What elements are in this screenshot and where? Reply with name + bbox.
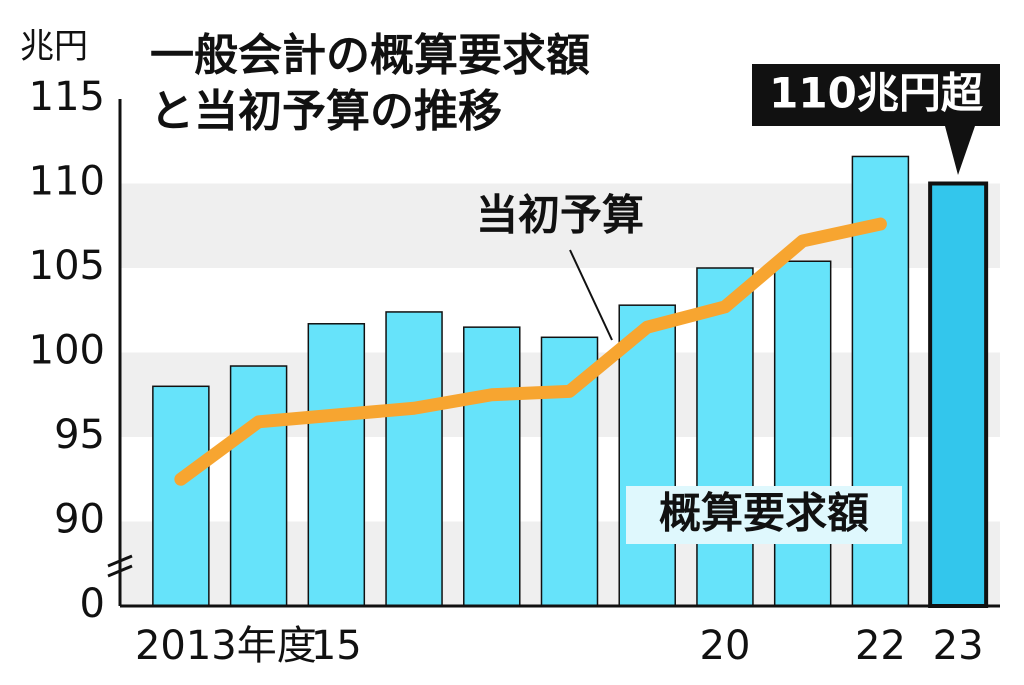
y-tick-label: 100 — [29, 328, 105, 374]
chart-title: と当初予算の推移 — [150, 86, 502, 137]
plot — [152, 155, 989, 608]
x-tick-label: 22 — [855, 623, 906, 669]
x-tick-label: 20 — [700, 623, 751, 669]
bar — [463, 326, 521, 607]
bar — [696, 267, 754, 607]
chart-title: 一般会計の概算要求額 — [150, 30, 590, 81]
bar — [385, 311, 443, 607]
axis-break — [107, 554, 133, 578]
y-tick-label: 110 — [29, 159, 105, 205]
bar — [618, 304, 676, 607]
bar — [307, 323, 366, 607]
y-tick-label: 115 — [29, 74, 105, 120]
annotation: 110兆円超 — [769, 69, 984, 118]
x-tick-label: 2013年度 — [135, 623, 317, 669]
x-tick-label: 15 — [311, 623, 362, 669]
line — [174, 217, 887, 486]
callout-pointer — [945, 126, 975, 175]
y-tick-label: 95 — [54, 412, 105, 458]
bar — [152, 385, 210, 607]
series-label: 当初予算 — [476, 191, 644, 240]
unit-label: 兆円 — [20, 27, 88, 67]
label-box — [626, 486, 902, 544]
bar — [229, 365, 288, 607]
leader-line — [569, 249, 613, 341]
y-tick-label: 105 — [29, 243, 105, 289]
series-label: 概算要求額 — [659, 489, 869, 538]
bar — [773, 260, 832, 607]
bar — [928, 181, 989, 608]
y-tick-label: 0 — [80, 581, 105, 627]
callout-box — [752, 64, 1000, 126]
y-tick-label: 90 — [54, 497, 105, 543]
x-tick-label: 23 — [933, 623, 984, 669]
